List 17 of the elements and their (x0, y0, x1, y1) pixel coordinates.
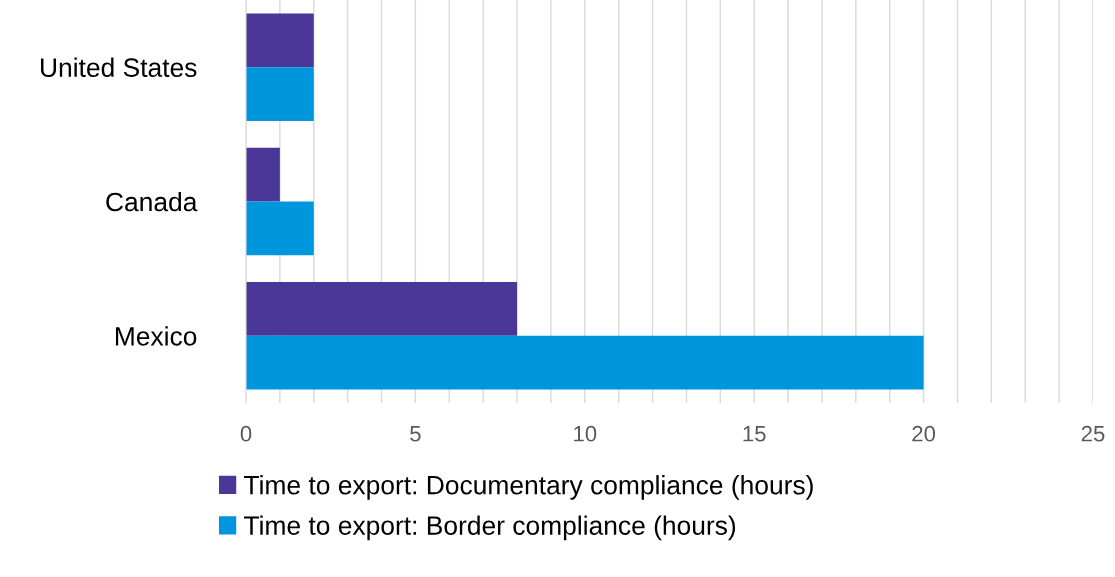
bar (246, 335, 924, 390)
bar (246, 282, 518, 336)
bar (246, 13, 314, 68)
x-tick-label: 15 (743, 426, 766, 442)
y-tick-label: Canada (106, 191, 198, 212)
x-tick-label: 5 (410, 426, 421, 442)
x-tick-label: 0 (240, 425, 252, 442)
legend-label: Time to export: Documentary compliance (hours) (244, 475, 813, 500)
x-tick-label: 10 (574, 425, 597, 442)
bar (246, 67, 314, 121)
x-tick-label: 20 (912, 425, 936, 442)
bar (246, 147, 280, 202)
y-tick-label: United States (41, 57, 197, 77)
bar (246, 201, 314, 256)
y-tick-label: Mexico (115, 326, 197, 346)
legend-label: Time to export: Border compliance (hours) (244, 515, 736, 541)
x-tick-label: 25 (1081, 425, 1105, 442)
